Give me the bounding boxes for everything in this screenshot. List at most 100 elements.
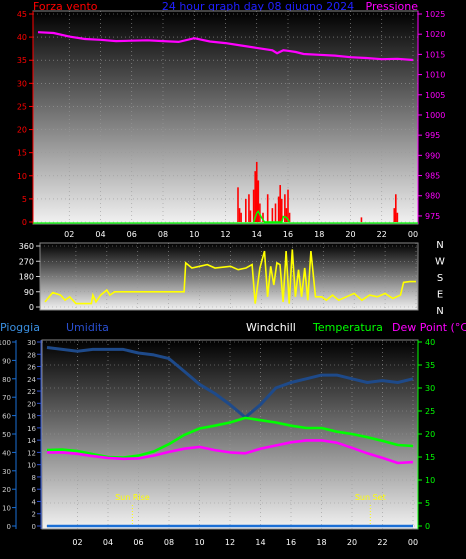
temperature-tick-label: 35 <box>425 361 435 370</box>
humidity-tick-label: 2 <box>32 511 36 519</box>
humidity-tick-label: 0 <box>32 523 36 531</box>
pressure-tick-label: 975 <box>425 212 440 221</box>
hour-tick-label: 06 <box>127 230 137 239</box>
direction-tick-label: 90 <box>24 288 34 297</box>
temperature-legend: Temperatura <box>312 321 383 334</box>
humidity-tick-label: 28 <box>27 351 36 359</box>
temperature-tick-label: 20 <box>425 430 435 439</box>
rain-tick-label: 20 <box>2 486 11 494</box>
pressure-axis-title: Pressione <box>366 0 419 13</box>
wind-pressure-plot-area <box>32 10 419 225</box>
humidity-tick-label: 8 <box>32 474 36 482</box>
hour-tick-label: 14 <box>255 538 265 547</box>
rain-tick-label: 80 <box>2 376 11 384</box>
hour-tick-label: 12 <box>220 230 230 239</box>
pressure-tick-label: 995 <box>425 131 440 140</box>
sunrise-label: Sun Rise <box>115 493 150 502</box>
sun-markers: Sun Rise Sun Set <box>115 493 386 529</box>
rain-axis-ticks: 0 10 20 30 40 50 60 70 80 90 100 <box>0 339 16 531</box>
pressure-line <box>37 31 414 62</box>
pressure-tick-label: 1010 <box>425 71 445 80</box>
pressure-tick-label: 1000 <box>425 111 445 120</box>
humidity-tick-label: 18 <box>27 413 36 421</box>
hour-tick-label: 12 <box>225 538 235 547</box>
wind-axis-ticks: 0 5 10 15 20 25 30 35 40 45 <box>17 10 34 227</box>
hour-axis-ticks-bottom: 02 04 06 08 10 12 14 16 18 20 22 00 <box>72 538 418 547</box>
humidity-line <box>46 346 414 419</box>
hour-tick-label: 14 <box>252 230 262 239</box>
wind-tick-label: 20 <box>17 126 27 135</box>
pressure-axis-ticks: 975 980 985 990 995 1000 1005 1010 1015 1020 1025 <box>417 10 445 224</box>
humidity-tick-label: 10 <box>27 462 36 470</box>
hour-tick-label: 22 <box>377 230 387 239</box>
wind-tick-label: 10 <box>17 172 27 181</box>
hour-tick-label: 20 <box>345 230 355 239</box>
hour-axis-ticks-top: 02 04 06 08 10 12 14 16 18 20 22 00 <box>64 230 418 239</box>
rain-tick-label: 50 <box>2 431 11 439</box>
wind-tick-label: 45 <box>17 10 27 19</box>
hour-tick-label: 16 <box>283 230 293 239</box>
pressure-tick-label: 990 <box>425 151 440 160</box>
hour-tick-label: 00 <box>408 538 418 547</box>
pressure-tick-label: 1025 <box>425 10 445 19</box>
temperature-tick-label: 30 <box>425 384 435 393</box>
hour-tick-label: 22 <box>377 538 387 547</box>
temperature-tick-label: 25 <box>425 407 435 416</box>
humidity-tick-label: 22 <box>27 388 36 396</box>
hour-tick-label: 00 <box>408 230 418 239</box>
temperature-axis-ticks: 0 5 10 15 20 25 30 35 40 <box>417 338 435 531</box>
hour-tick-label: 02 <box>72 538 82 547</box>
wind-tick-label: 5 <box>22 195 27 204</box>
pressure-tick-label: 985 <box>425 172 440 181</box>
hour-tick-label: 10 <box>189 230 199 239</box>
humidity-tick-label: 12 <box>27 449 36 457</box>
compass-letter: N <box>436 306 443 317</box>
hour-tick-label: 20 <box>347 538 357 547</box>
rain-tick-label: 90 <box>2 357 11 365</box>
temperature-tick-label: 5 <box>425 499 430 508</box>
hour-tick-label: 18 <box>314 230 324 239</box>
pressure-tick-label: 1020 <box>425 30 445 39</box>
temp-humidity-series <box>46 346 414 528</box>
direction-tick-label: 180 <box>19 273 34 282</box>
rain-axis-title: Pioggia <box>0 321 40 334</box>
direction-tick-label: 270 <box>19 257 34 266</box>
humidity-tick-label: 16 <box>27 425 36 433</box>
temperature-tick-label: 0 <box>425 522 430 531</box>
wind-tick-label: 35 <box>17 56 27 65</box>
rain-tick-label: 40 <box>2 449 11 457</box>
direction-tick-label: 360 <box>19 242 34 251</box>
compass-letter: N <box>436 240 443 251</box>
wind-direction-axis-ticks: 0 90 180 270 360 <box>19 242 40 312</box>
rain-tick-label: 100 <box>0 339 11 347</box>
compass-letter: E <box>437 290 443 301</box>
wind-gust-line <box>252 210 291 223</box>
wind-axis-title: Forza vento <box>33 0 98 13</box>
hour-tick-label: 06 <box>133 538 143 547</box>
wind-pressure-series <box>33 31 418 224</box>
wind-tick-label: 30 <box>17 79 27 88</box>
hour-tick-label: 16 <box>286 538 296 547</box>
rain-tick-label: 0 <box>7 523 11 531</box>
compass-letter: W <box>435 257 445 268</box>
dewpoint-legend: Dew Point (°C) <box>392 321 466 334</box>
hour-tick-label: 18 <box>316 538 326 547</box>
wind-direction-series <box>44 249 416 305</box>
rain-tick-label: 70 <box>2 394 11 402</box>
pressure-tick-label: 1005 <box>425 91 445 100</box>
humidity-tick-label: 26 <box>27 364 36 372</box>
rain-tick-label: 60 <box>2 413 11 421</box>
temperature-tick-label: 10 <box>425 476 435 485</box>
compass-letter: S <box>437 273 443 284</box>
hour-tick-label: 04 <box>103 538 113 547</box>
rain-tick-label: 30 <box>2 468 11 476</box>
wind-tick-label: 40 <box>17 33 27 42</box>
wind-pressure-grid <box>33 11 418 224</box>
pressure-tick-label: 1015 <box>425 50 445 59</box>
windchill-legend: Windchill <box>246 321 296 334</box>
